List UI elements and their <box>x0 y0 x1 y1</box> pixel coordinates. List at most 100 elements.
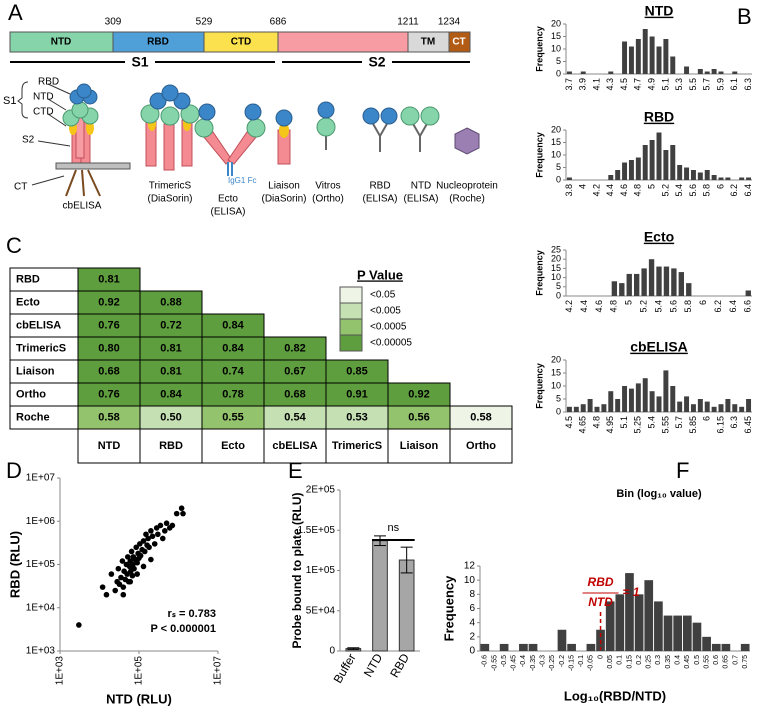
panel-label: D <box>6 458 22 483</box>
bar <box>634 594 644 651</box>
correlation-value: 0.54 <box>284 411 306 423</box>
point <box>129 572 136 579</box>
region-label: S2 <box>368 54 385 70</box>
bar <box>711 175 717 180</box>
trimerics-icon-part <box>160 106 180 126</box>
column-header-cell <box>325 428 389 464</box>
point <box>137 552 144 559</box>
vitros-icon-part <box>317 101 335 119</box>
correlation-value: 0.91 <box>346 388 367 400</box>
point <box>146 544 152 551</box>
bar <box>622 162 628 180</box>
point <box>116 581 123 588</box>
bar <box>663 39 669 74</box>
cbelisa-icon-part <box>81 169 85 197</box>
y-tick-label: 5E+04 <box>306 605 336 616</box>
point <box>173 510 180 517</box>
trimerics-icon <box>140 84 200 171</box>
legend-swatch <box>339 334 363 352</box>
structure-label: CT <box>14 182 27 193</box>
x-tick-label: RBD <box>387 651 412 680</box>
row-header: Roche <box>16 411 50 423</box>
x-tick-label: -0.1 <box>578 655 585 667</box>
point <box>155 531 161 538</box>
ecto-icon-part <box>246 118 266 138</box>
correlation-value: 0.67 <box>284 365 305 377</box>
bar <box>587 399 593 412</box>
rbd-icon-part <box>379 121 389 137</box>
x-axis-label: NTD (RLU) <box>106 691 172 706</box>
row-header: Ecto <box>16 296 40 308</box>
row-header: RBD <box>16 273 40 285</box>
x-tick-label: 6.3 <box>743 78 753 91</box>
cbelisa-icon-part <box>55 162 131 170</box>
point <box>127 578 134 585</box>
cbelisa-icon-part <box>47 83 71 95</box>
y-tick-label: 20 <box>551 18 561 28</box>
x-tick-label: 5.1 <box>619 416 629 429</box>
point <box>148 528 154 534</box>
y-tick-label: 15 <box>551 31 561 41</box>
assay-name: Vitros <box>315 181 340 192</box>
trimerics-icon-part <box>149 92 167 110</box>
chart-title: cbELISA <box>630 339 688 355</box>
assay-name: cbELISA <box>63 201 102 212</box>
x-tick-label: 4.3 <box>605 78 615 91</box>
x-tick-label: 0 <box>597 655 604 659</box>
bar <box>608 391 614 412</box>
assay-maker: (DiaSorin) <box>147 194 192 205</box>
y-tick-label: 10 <box>551 380 561 390</box>
column-header: Liaison <box>400 440 439 452</box>
x-tick-label: 4.6 <box>594 300 604 313</box>
structure-label: RBD <box>38 77 59 88</box>
bar <box>642 378 648 412</box>
x-tick-label: 5.6 <box>688 184 698 197</box>
x-tick-label: 0.05 <box>607 655 614 669</box>
x-tick-label: 0.4 <box>675 655 682 665</box>
bar <box>615 594 625 651</box>
y-tick-label: 1E+05 <box>306 565 336 576</box>
bar <box>566 177 572 180</box>
point <box>112 587 119 594</box>
bar <box>697 172 703 180</box>
x-tick-label: 5.2 <box>638 300 648 313</box>
bar <box>670 56 676 74</box>
point <box>76 622 82 628</box>
bar <box>684 66 690 74</box>
ecto-icon-part <box>194 118 214 138</box>
residue-number: 1234 <box>438 17 461 28</box>
point <box>140 538 147 544</box>
x-tick-label: 6.3 <box>729 416 739 429</box>
x-tick-label: -0.2 <box>559 655 566 667</box>
bar <box>580 71 586 74</box>
x-tick-label: 5.8 <box>683 300 693 313</box>
assay-name: Ecto <box>218 194 238 205</box>
correlation-value: 0.81 <box>98 273 119 285</box>
correlation-value: 0.68 <box>284 388 305 400</box>
assay-name: NTD <box>411 181 432 192</box>
residue-number: 529 <box>196 17 213 28</box>
x-tick-label: 1E+03 <box>55 656 66 686</box>
y-tick-label: 5 <box>556 393 561 403</box>
point <box>157 522 164 529</box>
x-tick-label: 3.8 <box>564 184 574 197</box>
x-tick-label: 5.55 <box>660 416 670 434</box>
bar <box>682 615 692 651</box>
bar <box>670 145 676 180</box>
x-tick-label: 5.5 <box>688 78 698 91</box>
y-axis-label: Frequency <box>534 26 544 72</box>
row-header: Ortho <box>16 388 46 400</box>
trimerics-icon-part <box>161 84 179 102</box>
bar <box>656 132 662 180</box>
bar <box>644 580 654 651</box>
y-axis-label: Probe bound to plate (RLU) <box>290 493 304 649</box>
x-axis-label: Log₁₀(RBD/NTD) <box>564 688 666 703</box>
y-tick-label: 2E+05 <box>306 485 336 496</box>
x-tick-label: -0.35 <box>530 655 537 671</box>
x-tick-label: 5.4 <box>653 300 663 313</box>
bar <box>678 272 684 296</box>
domain-label: CTD <box>231 37 252 48</box>
column-header: RBD <box>159 440 183 452</box>
annotation: P < 0.000001 <box>150 623 216 635</box>
bar <box>732 404 738 412</box>
